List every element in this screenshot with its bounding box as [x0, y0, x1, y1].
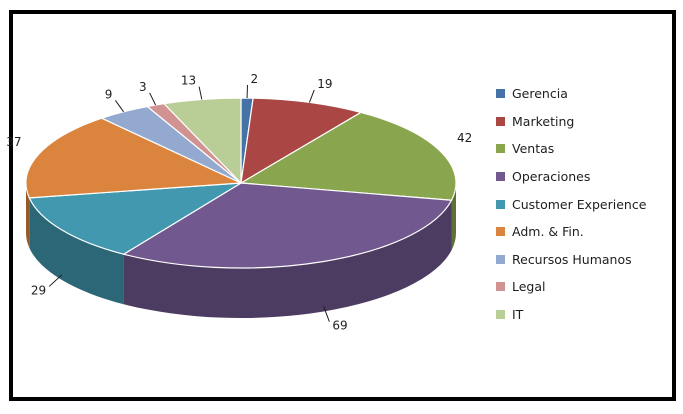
data-label-7: 3 [139, 80, 147, 94]
legend-item: Recursos Humanos [496, 246, 666, 274]
legend-label: Ventas [512, 141, 555, 157]
legend-swatch [496, 199, 505, 209]
pie-slice-4[interactable] [28, 182, 242, 255]
legend-swatch [496, 310, 505, 320]
legend: Gerencia Marketing Ventas Operaciones Custom… [496, 80, 666, 328]
legend-label: Operaciones [512, 169, 591, 185]
leader-line-4 [48, 274, 63, 287]
pie-side-3 [123, 200, 452, 318]
legend-label: Gerencia [512, 86, 568, 102]
pie-slice-1[interactable] [240, 97, 362, 184]
pie-slice-2[interactable] [240, 111, 457, 201]
legend-swatch [496, 254, 505, 264]
legend-swatch [496, 282, 505, 292]
leader-line-8 [198, 86, 203, 100]
data-label-6: 9 [105, 87, 113, 101]
legend-item: Ventas [496, 135, 666, 163]
legend-item: Adm. & Fin. [496, 218, 666, 246]
legend-item: Gerencia [496, 80, 666, 108]
legend-label: Recursos Humanos [512, 251, 632, 267]
legend-label: Marketing [512, 113, 575, 129]
data-label-4: 29 [31, 283, 46, 297]
legend-item: Marketing [496, 108, 666, 136]
leader-line-6 [115, 100, 125, 113]
data-label-5: 37 [6, 135, 21, 149]
legend-swatch [496, 172, 505, 182]
legend-label: Adm. & Fin. [512, 224, 584, 240]
leader-line-3 [323, 306, 330, 322]
data-labels: 2 19 42 69 29 37 9 3 13 [6, 72, 472, 333]
legend-item: Customer Experience [496, 190, 666, 218]
leader-line-1 [308, 89, 315, 103]
pie-slice-5[interactable] [25, 117, 242, 199]
legend-item: Operaciones [496, 163, 666, 191]
data-label-2: 42 [457, 131, 472, 145]
legend-label: Customer Experience [512, 196, 647, 212]
pie-slice-3[interactable] [123, 182, 453, 269]
legend-swatch [496, 116, 505, 126]
legend-item: Legal [496, 273, 666, 301]
leader-line-7 [149, 92, 157, 106]
data-label-1: 19 [317, 77, 332, 91]
pie-slices [25, 97, 457, 269]
leader-lines [48, 85, 330, 322]
legend-swatch [496, 227, 505, 237]
data-label-0: 2 [250, 72, 258, 86]
legend-item: IT [496, 301, 666, 329]
legend-label: Legal [512, 279, 546, 295]
data-label-3: 69 [332, 319, 347, 333]
legend-label: IT [512, 307, 524, 323]
data-label-8: 13 [181, 74, 196, 88]
pie-slice-8[interactable] [163, 97, 242, 184]
legend-swatch [496, 89, 505, 99]
pie-side-5 [26, 183, 30, 248]
legend-swatch [496, 144, 505, 154]
pie-side-2 [451, 183, 456, 251]
